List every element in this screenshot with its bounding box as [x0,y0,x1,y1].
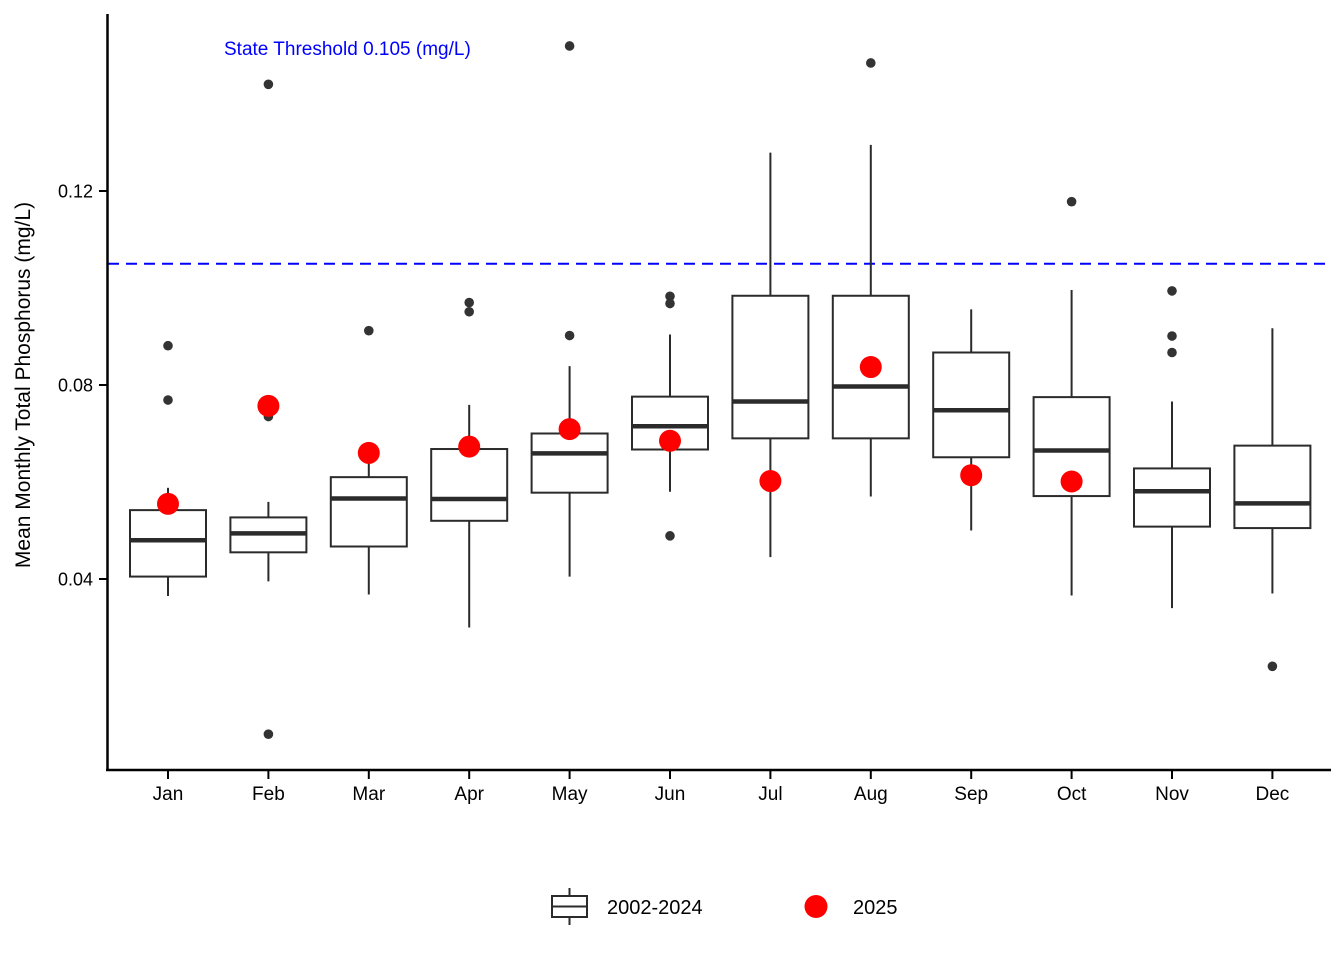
y-tick-label: 0.04 [58,570,93,590]
point-2025-aug [859,356,882,379]
outlier-apr [464,297,475,308]
y-tick-label: 0.08 [58,376,93,396]
outlier-nov [1167,347,1177,358]
outlier-jun [665,298,675,309]
outlier-may [564,330,575,341]
box-sep [932,351,1011,459]
x-tick-label-may: May [552,784,588,805]
threshold-annotation: State Threshold 0.105 (mg/L) [224,39,471,60]
point-2025-sep [960,464,983,487]
outlier-nov [1167,286,1177,296]
legend: 2002-2024 2025 [551,888,898,925]
point-2025-may [558,418,581,441]
outlier-feb [263,79,274,90]
point-2025-jan [157,492,179,515]
x-tick-label-oct: Oct [1057,784,1087,805]
box-nov [1133,467,1211,528]
point-2025-feb [257,394,280,417]
plot-area: 0.04 0.08 0.12 Jan Feb Mar Apr May Jun Jul Aug Sep O… [58,41,1332,805]
x-tick-label-mar: Mar [352,784,385,805]
point-2025-jun [659,429,681,452]
outlier-nov [1167,331,1177,341]
box-apr [430,448,509,522]
x-tick-label-aug: Aug [854,784,888,805]
box-aug [831,294,910,440]
legend-label-2025: 2025 [853,897,898,919]
outlier-jan [163,395,173,405]
outlier-may [564,41,575,51]
point-2025-jul [759,470,782,493]
box-jul [731,294,810,440]
outlier-mar [364,325,374,336]
box-mar [329,476,408,548]
outlier-apr [464,306,475,317]
legend-boxplot-glyph [551,888,588,925]
outlier-feb [263,729,274,739]
x-tick-label-jun: Jun [655,784,686,805]
outlier-jun [665,531,675,541]
outlier-aug [866,58,876,68]
x-tick-label-nov: Nov [1155,784,1189,805]
x-tick-label-sep: Sep [954,784,988,805]
point-2025-oct [1060,470,1083,493]
box-may [530,432,609,494]
y-tick-label: 0.12 [58,182,93,202]
point-2025-apr [458,435,481,458]
outlier-jan [163,340,173,351]
x-tick-label-dec: Dec [1256,784,1290,805]
legend-label-2002-2024: 2002-2024 [607,897,703,919]
x-tick-label-apr: Apr [454,784,484,805]
outlier-dec [1267,661,1278,672]
box-dec [1233,444,1312,530]
legend-point-2025 [804,895,828,918]
x-tick-label-jul: Jul [758,784,782,805]
y-axis-title: Mean Monthly Total Phosphorus (mg/L) [12,202,35,568]
outlier-jun [665,291,675,302]
point-2025-mar [357,441,380,464]
x-tick-label-jan: Jan [153,784,184,805]
outlier-oct [1066,196,1077,207]
box-jan [129,509,207,578]
x-tick-label-feb: Feb [252,784,285,805]
